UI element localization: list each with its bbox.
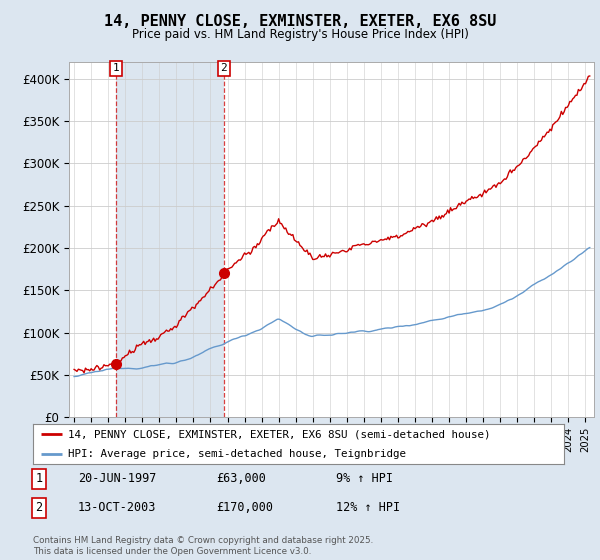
Text: 1: 1	[113, 63, 119, 73]
Text: 13-OCT-2003: 13-OCT-2003	[78, 501, 157, 515]
Text: Price paid vs. HM Land Registry's House Price Index (HPI): Price paid vs. HM Land Registry's House …	[131, 28, 469, 41]
Text: £170,000: £170,000	[216, 501, 273, 515]
Text: £63,000: £63,000	[216, 472, 266, 486]
Text: HPI: Average price, semi-detached house, Teignbridge: HPI: Average price, semi-detached house,…	[68, 449, 406, 459]
Text: 14, PENNY CLOSE, EXMINSTER, EXETER, EX6 8SU (semi-detached house): 14, PENNY CLOSE, EXMINSTER, EXETER, EX6 …	[68, 430, 490, 439]
Text: 9% ↑ HPI: 9% ↑ HPI	[336, 472, 393, 486]
Text: 1: 1	[35, 472, 43, 486]
Text: 20-JUN-1997: 20-JUN-1997	[78, 472, 157, 486]
Bar	[116, 62, 224, 417]
Text: Contains HM Land Registry data © Crown copyright and database right 2025.
This d: Contains HM Land Registry data © Crown c…	[33, 536, 373, 556]
Text: 2: 2	[35, 501, 43, 515]
Text: 12% ↑ HPI: 12% ↑ HPI	[336, 501, 400, 515]
Text: 2: 2	[221, 63, 227, 73]
Text: 14, PENNY CLOSE, EXMINSTER, EXETER, EX6 8SU: 14, PENNY CLOSE, EXMINSTER, EXETER, EX6 …	[104, 14, 496, 29]
